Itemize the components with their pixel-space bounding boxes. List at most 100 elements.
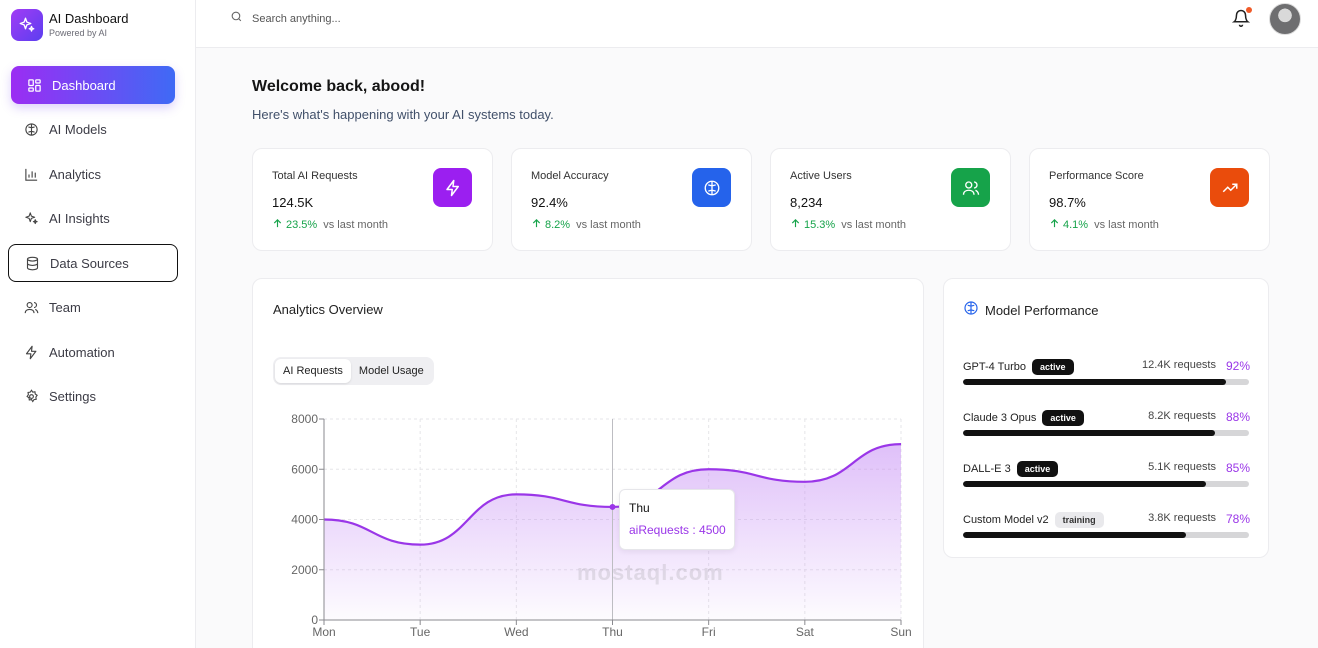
- arrow-up-icon: [272, 218, 283, 232]
- sparkles-icon: [11, 9, 43, 41]
- stat-vs: vs last month: [576, 219, 641, 231]
- model-requests: 5.1K requests: [1148, 461, 1216, 473]
- stat-vs: vs last month: [1094, 219, 1159, 231]
- sidebar-item-settings[interactable]: Settings: [8, 378, 178, 416]
- status-badge: active: [1016, 461, 1059, 477]
- sidebar-item-ai-models[interactable]: AI Models: [8, 111, 178, 149]
- lightning-icon: [433, 168, 472, 207]
- stat-value: 8,234: [790, 195, 823, 210]
- brain-icon: [692, 168, 731, 207]
- model-name: GPT-4 Turbo active: [963, 359, 1074, 375]
- model-percent: 92%: [1225, 359, 1250, 373]
- model-name-label: DALL-E 3: [963, 463, 1011, 475]
- avatar[interactable]: [1269, 3, 1301, 35]
- model-name: Claude 3 Opus active: [963, 410, 1084, 426]
- arrow-up-icon: [531, 218, 542, 232]
- progress-track: [963, 532, 1249, 538]
- brain-icon: [963, 300, 979, 321]
- model-name: Custom Model v2 training: [963, 512, 1104, 528]
- notifications-button[interactable]: [1231, 7, 1252, 31]
- stat-trend: 8.2% vs last month: [531, 218, 641, 232]
- bar-chart-icon: [22, 165, 40, 183]
- stat-change: 15.3%: [804, 219, 836, 231]
- y-tick-label: 4000: [291, 513, 318, 527]
- stat-value: 98.7%: [1049, 195, 1086, 210]
- status-badge: active: [1042, 410, 1084, 426]
- progress-fill: [963, 430, 1215, 436]
- progress-fill: [963, 532, 1187, 538]
- topbar: Search anything...: [196, 0, 1318, 48]
- search-icon: [230, 10, 243, 28]
- model-name: DALL-E 3 active: [963, 461, 1059, 477]
- stat-value: 124.5K: [272, 195, 314, 210]
- stat-trend: 4.1% vs last month: [1049, 218, 1159, 232]
- bell-icon: [1231, 9, 1251, 31]
- tab-model-usage[interactable]: Model Usage: [358, 365, 424, 377]
- progress-track: [963, 379, 1249, 385]
- trending-up-icon: [1210, 168, 1249, 207]
- brand-title: AI Dashboard: [49, 11, 129, 26]
- model-requests: 3.8K requests: [1148, 512, 1216, 524]
- sidebar-item-dashboard[interactable]: Dashboard: [11, 66, 175, 104]
- sidebar-item-label: AI Models: [49, 122, 107, 137]
- y-tick-label: 6000: [291, 462, 318, 476]
- model-requests: 8.2K requests: [1148, 410, 1216, 422]
- sidebar-item-label: Automation: [49, 344, 115, 360]
- sidebar-item-ai-insights[interactable]: AI Insights: [8, 200, 178, 238]
- search-input[interactable]: Search anything...: [230, 10, 341, 28]
- users-icon: [22, 299, 40, 317]
- stat-label: Active Users: [790, 170, 852, 182]
- status-badge: training: [1054, 512, 1104, 528]
- brand: AI Dashboard Powered by AI: [11, 9, 129, 41]
- progress-track: [963, 430, 1249, 436]
- sidebar-item-analytics[interactable]: Analytics: [8, 155, 178, 193]
- model-performance-title: Model Performance: [985, 303, 1099, 318]
- stat-card-total-requests: Total AI Requests 124.5K 23.5% vs last m…: [252, 148, 493, 251]
- stat-change: 23.5%: [286, 219, 318, 231]
- model-row: Custom Model v2 training 3.8K requests 78%: [963, 509, 1250, 539]
- x-tick-label: Fri: [702, 625, 716, 639]
- progress-track: [963, 481, 1249, 487]
- page-subtitle: Here's what's happening with your AI sys…: [252, 107, 554, 122]
- page-title: Welcome back, abood!: [252, 78, 426, 95]
- sidebar-item-label: Analytics: [49, 166, 102, 182]
- model-percent: 78%: [1225, 512, 1250, 526]
- sidebar-item-label: Data Sources: [50, 255, 129, 271]
- analytics-tabs: AI Requests Model Usage: [273, 357, 434, 385]
- sparkles-icon: [22, 210, 40, 228]
- model-name-label: Claude 3 Opus: [963, 412, 1037, 424]
- arrow-up-icon: [1049, 218, 1060, 232]
- stat-change: 4.1%: [1063, 219, 1089, 231]
- brain-icon: [22, 121, 40, 139]
- grid-icon: [25, 76, 43, 94]
- tab-ai-requests[interactable]: AI Requests: [275, 359, 351, 383]
- sidebar-item-label: Team: [49, 300, 81, 315]
- stat-trend: 15.3% vs last month: [790, 218, 906, 232]
- y-tick-label: 8000: [291, 412, 318, 426]
- search-placeholder: Search anything...: [252, 13, 341, 25]
- sidebar-item-data-sources[interactable]: Data Sources: [8, 244, 178, 282]
- stat-card-model-accuracy: Model Accuracy 92.4% 8.2% vs last month: [511, 148, 752, 251]
- stat-card-active-users: Active Users 8,234 15.3% vs last month: [770, 148, 1011, 251]
- sidebar: AI Dashboard Powered by AI Dashboard AI …: [0, 0, 196, 648]
- users-icon: [951, 168, 990, 207]
- analytics-title: Analytics Overview: [273, 302, 383, 317]
- database-icon: [23, 254, 41, 272]
- x-tick-label: Sun: [890, 625, 911, 639]
- sidebar-item-team[interactable]: Team: [8, 289, 178, 327]
- status-badge: active: [1031, 359, 1074, 375]
- x-tick-label: Sat: [796, 625, 815, 639]
- sidebar-item-label: AI Insights: [49, 211, 110, 226]
- chart-tooltip: Thu aiRequests : 4500: [619, 489, 735, 550]
- progress-fill: [963, 379, 1227, 385]
- stat-label: Performance Score: [1049, 170, 1144, 182]
- model-row: Claude 3 Opus active 8.2K requests 88%: [963, 407, 1250, 437]
- model-requests: 12.4K requests: [1142, 359, 1216, 371]
- lightning-icon: [22, 343, 40, 361]
- model-percent: 85%: [1225, 461, 1250, 475]
- sidebar-item-automation[interactable]: Automation: [8, 333, 178, 371]
- model-percent: 88%: [1225, 410, 1250, 424]
- sidebar-item-label: Settings: [49, 389, 96, 404]
- model-name-label: GPT-4 Turbo: [963, 361, 1026, 373]
- model-row: DALL-E 3 active 5.1K requests 85%: [963, 458, 1250, 488]
